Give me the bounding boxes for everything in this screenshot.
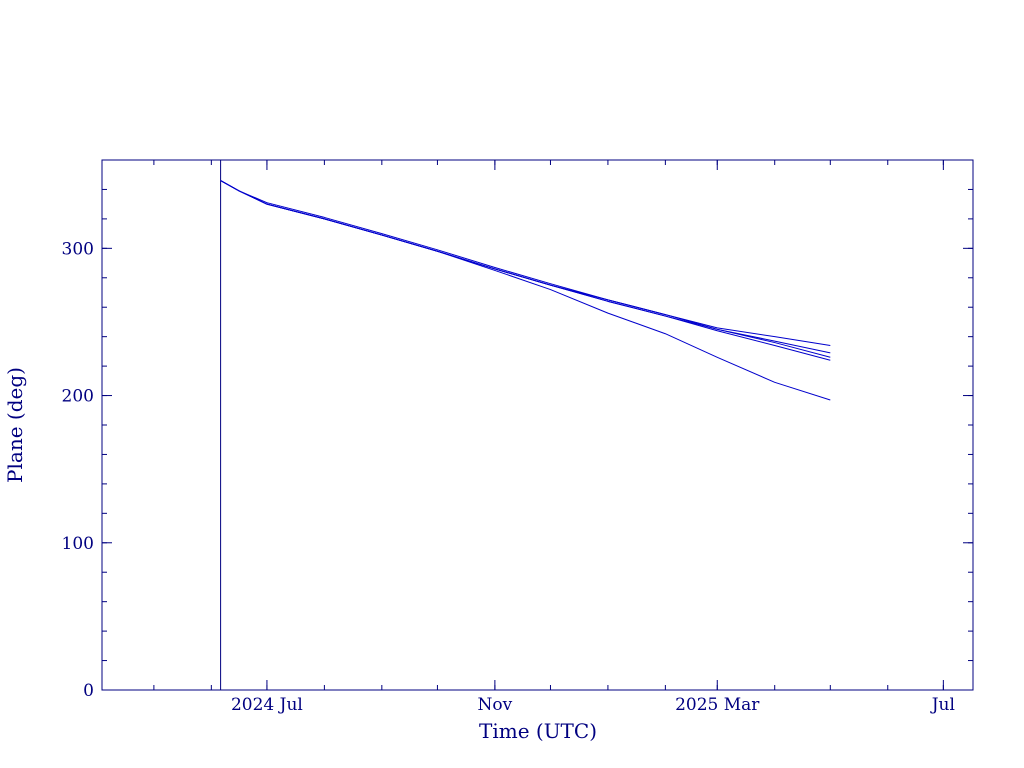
plot-frame [101,159,974,691]
major-ticks [102,160,973,691]
y-axis-label: Plane (deg) [3,367,27,483]
x-tick-label: 2025 Mar [675,695,760,715]
x-tick-label: Nov [478,695,513,715]
x-tick-label: Jul [930,695,955,715]
y-tick-label: 100 [62,534,94,554]
tick-labels: 0 100 200 300 2024 Jul Nov 2025 Mar Jul [62,239,955,715]
series-line-5 [220,180,831,401]
series-line-2 [220,180,831,346]
y-tick-label: 300 [62,239,94,259]
x-tick-label: 2024 Jul [231,695,303,715]
y-tick-label: 200 [62,387,94,407]
x-axis-label: Time (UTC) [479,719,597,743]
y-tick-label: 0 [83,681,94,701]
series-line-1 [220,180,831,354]
minor-ticks [102,159,973,691]
series-group [220,180,831,401]
